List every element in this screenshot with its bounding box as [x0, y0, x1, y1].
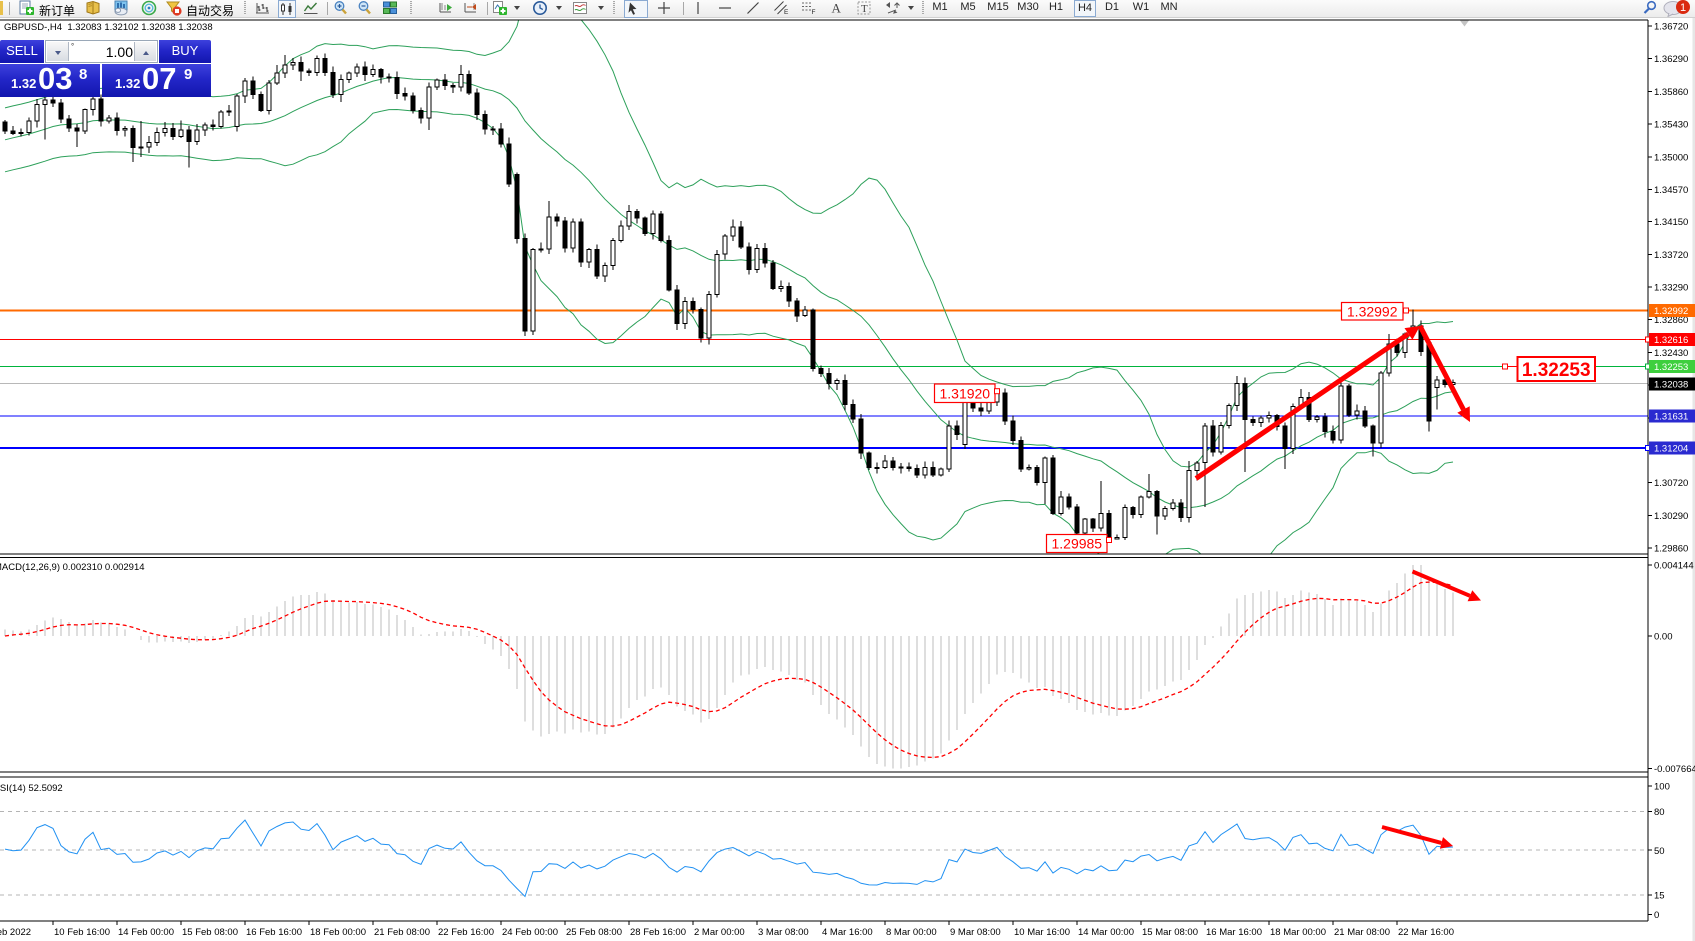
svg-text:3 Mar 08:00: 3 Mar 08:00: [758, 927, 809, 938]
svg-text:16 Feb 16:00: 16 Feb 16:00: [246, 927, 302, 938]
svg-text:1.36290: 1.36290: [1654, 54, 1688, 65]
svg-text:18 Mar 00:00: 18 Mar 00:00: [1270, 927, 1326, 938]
svg-text:1.31204: 1.31204: [1654, 444, 1688, 455]
svg-text:14 Mar 00:00: 14 Mar 00:00: [1078, 927, 1134, 938]
svg-text:1.32253: 1.32253: [1654, 362, 1688, 373]
svg-text:22 Mar 16:00: 22 Mar 16:00: [1398, 927, 1454, 938]
svg-text:1.35860: 1.35860: [1654, 87, 1688, 98]
svg-text:A: A: [832, 1, 842, 16]
svg-text:E: E: [784, 9, 789, 16]
svg-text:16 Mar 16:00: 16 Mar 16:00: [1206, 927, 1262, 938]
svg-text:1.31920: 1.31920: [939, 385, 990, 401]
svg-text:1.33290: 1.33290: [1654, 283, 1688, 294]
svg-text:8 Mar 00:00: 8 Mar 00:00: [886, 927, 937, 938]
svg-text:1.32992: 1.32992: [1654, 306, 1688, 317]
svg-text:F: F: [812, 9, 816, 16]
svg-text:4 Mar 16:00: 4 Mar 16:00: [822, 927, 873, 938]
svg-text:100: 100: [1654, 782, 1670, 793]
svg-text:0.00: 0.00: [1654, 632, 1673, 643]
svg-text:1.32616: 1.32616: [1654, 335, 1688, 346]
svg-text:1.32860: 1.32860: [1654, 315, 1688, 326]
svg-text:18 Feb 00:00: 18 Feb 00:00: [310, 927, 366, 938]
svg-text:25 Feb 08:00: 25 Feb 08:00: [566, 927, 622, 938]
svg-text:15 Mar 08:00: 15 Mar 08:00: [1142, 927, 1198, 938]
svg-text:1.34570: 1.34570: [1654, 185, 1688, 196]
svg-text:1.35430: 1.35430: [1654, 120, 1688, 131]
svg-text:15: 15: [1654, 891, 1665, 902]
svg-text:1.31631: 1.31631: [1654, 412, 1688, 423]
svg-text:0: 0: [1654, 910, 1659, 921]
svg-text:-0.007664: -0.007664: [1654, 764, 1695, 775]
svg-text:1.36720: 1.36720: [1654, 22, 1688, 33]
svg-text:1.32038: 1.32038: [1654, 380, 1688, 391]
svg-text:1.34150: 1.34150: [1654, 217, 1688, 228]
svg-text:1.32430: 1.32430: [1654, 348, 1688, 359]
svg-text:50: 50: [1654, 846, 1665, 857]
svg-text:9 Feb 2022: 9 Feb 2022: [0, 927, 31, 938]
svg-text:0.004144: 0.004144: [1654, 561, 1694, 572]
svg-text:1.32253: 1.32253: [1522, 360, 1591, 381]
svg-text:1.33720: 1.33720: [1654, 250, 1688, 261]
svg-text:22 Feb 16:00: 22 Feb 16:00: [438, 927, 494, 938]
svg-text:24 Feb 00:00: 24 Feb 00:00: [502, 927, 558, 938]
svg-text:2 Mar 00:00: 2 Mar 00:00: [694, 927, 745, 938]
svg-text:10 Feb 16:00: 10 Feb 16:00: [54, 927, 110, 938]
svg-text:15 Feb 08:00: 15 Feb 08:00: [182, 927, 238, 938]
svg-text:1.30290: 1.30290: [1654, 511, 1688, 522]
svg-text:14 Feb 00:00: 14 Feb 00:00: [118, 927, 174, 938]
svg-text:21 Feb 08:00: 21 Feb 08:00: [374, 927, 430, 938]
svg-text:RSI(14) 52.5092: RSI(14) 52.5092: [0, 783, 63, 794]
svg-text:1.29985: 1.29985: [1051, 536, 1102, 552]
svg-text:1.30720: 1.30720: [1654, 478, 1688, 489]
svg-text:MACD(12,26,9) 0.002310 0.00291: MACD(12,26,9) 0.002310 0.002914: [0, 562, 145, 573]
svg-text:1.35000: 1.35000: [1654, 152, 1688, 163]
svg-text:1.29860: 1.29860: [1654, 544, 1688, 555]
svg-text:1.32992: 1.32992: [1347, 303, 1398, 319]
svg-text:1: 1: [1680, 2, 1686, 14]
svg-text:10 Mar 16:00: 10 Mar 16:00: [1014, 927, 1070, 938]
svg-text:28 Feb 16:00: 28 Feb 16:00: [630, 927, 686, 938]
svg-text:21 Mar 08:00: 21 Mar 08:00: [1334, 927, 1390, 938]
svg-text:T: T: [861, 3, 868, 15]
svg-text:80: 80: [1654, 807, 1665, 818]
svg-text:9 Mar 08:00: 9 Mar 08:00: [950, 927, 1001, 938]
